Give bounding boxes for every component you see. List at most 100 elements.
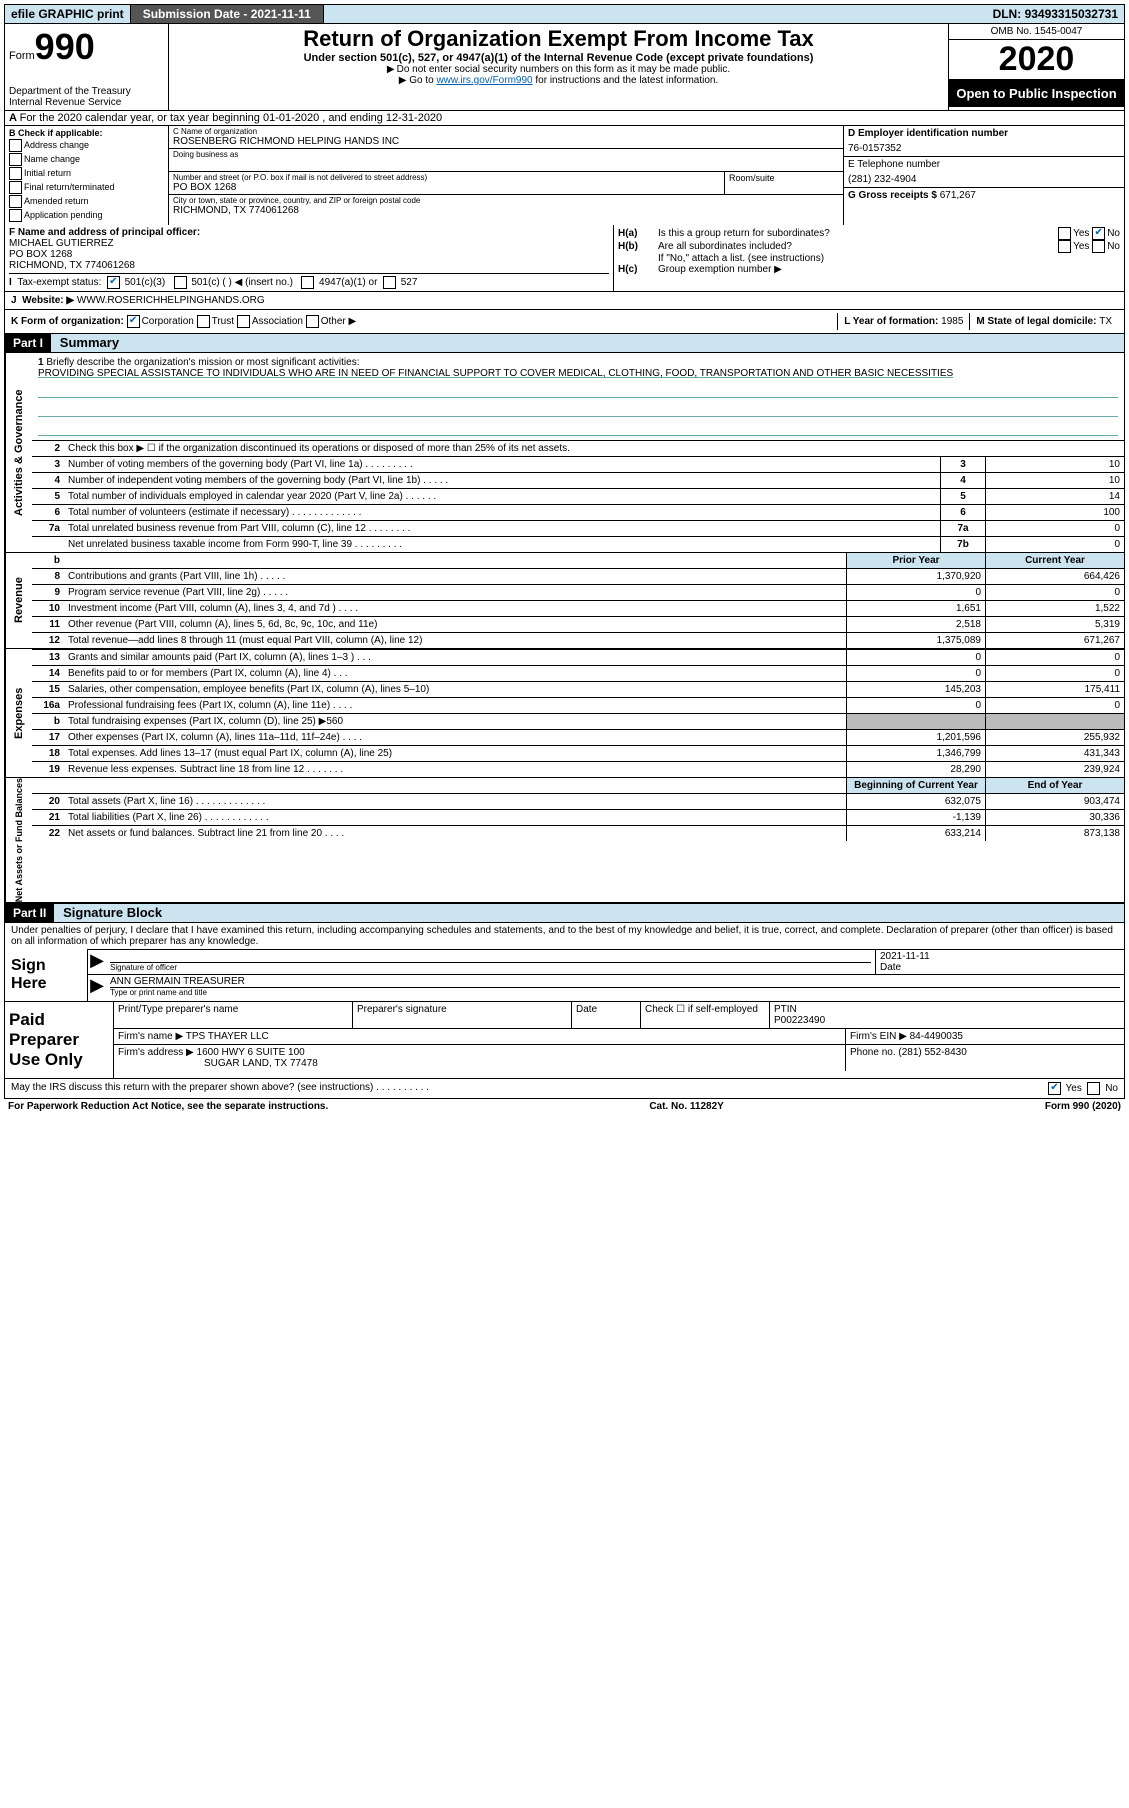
ptin-cell: PTINP00223490 (770, 1002, 1124, 1028)
table-row: 9Program service revenue (Part VIII, lin… (32, 585, 1124, 601)
chk-association[interactable] (237, 315, 250, 328)
perjury-declaration: Under penalties of perjury, I declare th… (5, 923, 1124, 949)
signature-date: 2021-11-11 Date (875, 950, 1124, 974)
table-row: 12Total revenue—add lines 8 through 11 (… (32, 633, 1124, 649)
chk-address-change[interactable]: Address change (9, 139, 164, 152)
preparer-name-lbl: Print/Type preparer's name (114, 1002, 353, 1028)
chk-4947[interactable] (301, 276, 314, 289)
part1-header: Part I Summary (4, 334, 1125, 353)
state-domicile: M State of legal domicile: TX (969, 313, 1118, 330)
form-version: Form 990 (2020) (1045, 1101, 1121, 1112)
header-right: OMB No. 1545-0047 2020 Open to Public In… (948, 24, 1124, 110)
table-row: 18Total expenses. Add lines 13–17 (must … (32, 746, 1124, 762)
table-row: 20Total assets (Part X, line 16) . . . .… (32, 794, 1124, 810)
principal-officer: F Name and address of principal officer:… (5, 225, 614, 291)
efile-label: efile GRAPHIC print (5, 5, 131, 23)
chk-trust[interactable] (197, 315, 210, 328)
row-a-tax-year: A For the 2020 calendar year, or tax yea… (4, 111, 1125, 126)
form-title-block: Return of Organization Exempt From Incom… (169, 24, 948, 110)
table-net-assets: Beginning of Current Year End of Year 20… (32, 778, 1124, 841)
hb-yes-no: Yes No (1058, 240, 1120, 253)
hb-yes[interactable] (1058, 240, 1071, 253)
table-row: 6Total number of volunteers (estimate if… (32, 505, 1124, 521)
ha-yes-no: Yes No (1058, 227, 1120, 240)
firm-address: Firm's address ▶ 1600 HWY 6 SUITE 100 SU… (114, 1045, 846, 1071)
col-d-right: D Employer identification number 76-0157… (843, 126, 1124, 225)
discuss-no[interactable] (1087, 1082, 1100, 1095)
self-employed-check[interactable]: Check ☐ if self-employed (641, 1002, 770, 1028)
street-address: PO BOX 1268 (173, 182, 720, 193)
hb-note: If "No," attach a list. (see instruction… (618, 253, 1120, 264)
table-row: 8Contributions and grants (Part VIII, li… (32, 569, 1124, 585)
irs-label: Internal Revenue Service (9, 97, 164, 108)
hb-no[interactable] (1092, 240, 1105, 253)
ssn-warning: Do not enter social security numbers on … (173, 64, 944, 75)
suite-cell: Room/suite (724, 172, 843, 194)
col-b-checkboxes: B Check if applicable: Address change Na… (5, 126, 169, 225)
firm-ein: Firm's EIN ▶ 84-4490035 (846, 1029, 1124, 1044)
website-row: J Website: ▶ WWW.ROSERICHHELPINGHANDS.OR… (4, 292, 1125, 310)
chk-amended-return[interactable]: Amended return (9, 195, 164, 208)
org-form-row: K Form of organization: Corporation Trus… (4, 310, 1125, 334)
section-activities: Activities & Governance 1 Briefly descri… (4, 353, 1125, 553)
section-net-assets: Net Assets or Fund Balances Beginning of… (4, 778, 1125, 903)
table-row: 3Number of voting members of the governi… (32, 457, 1124, 473)
form990-link[interactable]: www.irs.gov/Form990 (436, 75, 532, 86)
officer-group-block: F Name and address of principal officer:… (4, 225, 1125, 292)
line1-mission: 1 Briefly describe the organization's mi… (32, 353, 1124, 440)
discuss-row: May the IRS discuss this return with the… (4, 1079, 1125, 1099)
table-row: 13Grants and similar amounts paid (Part … (32, 650, 1124, 666)
ein-value: 76-0157352 (848, 143, 1120, 154)
discuss-yes[interactable] (1048, 1082, 1061, 1095)
phone-value: (281) 232-4904 (848, 174, 1120, 185)
chk-corporation[interactable] (127, 315, 140, 328)
table-revenue: b Prior Year Current Year 8Contributions… (32, 553, 1124, 648)
paid-preparer-label: Paid Preparer Use Only (5, 1002, 114, 1078)
top-bar: efile GRAPHIC print Submission Date - 20… (4, 4, 1125, 24)
table-row: 7aTotal unrelated business revenue from … (32, 521, 1124, 537)
tax-year: 2020 (949, 40, 1124, 80)
ha-no[interactable] (1092, 227, 1105, 240)
table-row: 4Number of independent voting members of… (32, 473, 1124, 489)
table-row: 19Revenue less expenses. Subtract line 1… (32, 762, 1124, 778)
dln: DLN: 93493315032731 (987, 5, 1124, 23)
form-subtitle: Under section 501(c), 527, or 4947(a)(1)… (173, 52, 944, 64)
chk-initial-return[interactable]: Initial return (9, 167, 164, 180)
section-revenue: Revenue b Prior Year Current Year 8Contr… (4, 553, 1125, 649)
paid-preparer-block: Paid Preparer Use Only Print/Type prepar… (4, 1002, 1125, 1079)
pra-notice: For Paperwork Reduction Act Notice, see … (8, 1101, 328, 1112)
footer: For Paperwork Reduction Act Notice, see … (4, 1099, 1125, 1114)
ha-yes[interactable] (1058, 227, 1071, 240)
omb-number: OMB No. 1545-0047 (949, 24, 1124, 40)
preparer-date-lbl: Date (572, 1002, 641, 1028)
current-year-hdr: Current Year (986, 553, 1125, 569)
preparer-sig-lbl: Preparer's signature (353, 1002, 572, 1028)
city-state-zip: RICHMOND, TX 774061268 (173, 205, 839, 216)
chk-501c[interactable] (174, 276, 187, 289)
signature-field[interactable]: Signature of officer (106, 950, 875, 974)
table-row: 11Other revenue (Part VIII, column (A), … (32, 617, 1124, 633)
part2-header: Part II Signature Block (4, 903, 1125, 923)
form-title: Return of Organization Exempt From Incom… (173, 26, 944, 52)
chk-501c3[interactable] (107, 276, 120, 289)
table-row: 10Investment income (Part VIII, column (… (32, 601, 1124, 617)
instructions-link-row: ▶ Go to www.irs.gov/Form990 for instruct… (173, 75, 944, 86)
identity-block: B Check if applicable: Address change Na… (4, 126, 1125, 225)
chk-527[interactable] (383, 276, 396, 289)
table-row: Net unrelated business taxable income fr… (32, 537, 1124, 553)
sign-arrow-icon-2: ▶ (88, 975, 106, 998)
na-header-row: Beginning of Current Year End of Year (32, 778, 1124, 794)
chk-application-pending[interactable]: Application pending (9, 209, 164, 222)
dba-cell: Doing business as (169, 149, 843, 171)
chk-final-return[interactable]: Final return/terminated (9, 181, 164, 194)
revenue-header-row: b Prior Year Current Year (32, 553, 1124, 569)
prior-year-hdr: Prior Year (847, 553, 986, 569)
chk-name-change[interactable]: Name change (9, 153, 164, 166)
chk-other[interactable] (306, 315, 319, 328)
sign-here-label: Sign Here (5, 949, 88, 1001)
street-cell: Number and street (or P.O. box if mail i… (169, 172, 724, 194)
line-2: 2 Check this box ▶ ☐ if the organization… (32, 441, 1124, 457)
officer-name-field: ANN GERMAIN TREASURER Type or print name… (106, 975, 1124, 998)
table-row: 17Other expenses (Part IX, column (A), l… (32, 730, 1124, 746)
tax-exempt-row: I Tax-exempt status: 501(c)(3) 501(c) ( … (9, 273, 609, 289)
